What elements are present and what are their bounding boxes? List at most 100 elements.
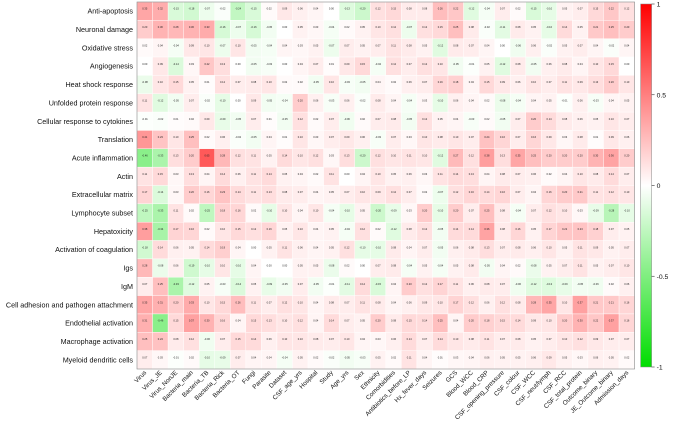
heatmap-cell [510, 130, 526, 149]
cell-value-label: 0.15 [236, 227, 242, 231]
cell-value-label: 0.12 [375, 154, 381, 158]
cell-value-label: -0.11 [344, 282, 350, 286]
cell-value-label: 0.12 [344, 245, 350, 249]
heatmap-cell [603, 93, 620, 113]
heatmap-cell [338, 20, 355, 39]
heatmap-cell [292, 1, 309, 21]
heatmap-cell [447, 166, 464, 186]
cell-value-label: 0.07 [142, 355, 148, 359]
cell-value-label: -0.13 [344, 7, 350, 11]
cell-value-label: 0.10 [624, 190, 630, 194]
heatmap-cell [245, 93, 262, 113]
cell-value-label: 0.04 [422, 355, 428, 359]
cell-value-label: 0.05 [422, 264, 428, 268]
cell-value-label: -0.18 [142, 245, 148, 249]
cell-value-label: 0.09 [609, 135, 615, 139]
heatmap-cell [167, 20, 184, 39]
cell-value-label: 0.25 [438, 319, 444, 323]
heatmap-cell [447, 38, 464, 58]
cell-value-label: 0.10 [453, 135, 459, 139]
cell-value-label: 0.04 [407, 245, 413, 249]
cell-value-label: -0.01 [142, 117, 148, 121]
heatmap-cell [525, 240, 542, 260]
cell-value-label: 0.03 [173, 172, 179, 176]
cell-value-label: 0.21 [593, 300, 599, 304]
heatmap-cell [510, 93, 526, 113]
heatmap-cell [354, 1, 371, 21]
cell-value-label: 0.10 [282, 337, 288, 341]
cell-value-label: 0.16 [220, 319, 226, 323]
cell-value-label: 0.10 [360, 190, 366, 194]
heatmap-cell [463, 38, 480, 58]
heatmap-cell [136, 56, 153, 76]
cell-value-label: 0.01 [593, 135, 599, 139]
heatmap-cell [152, 240, 169, 260]
heatmap-cell [478, 111, 495, 131]
cell-value-label: 0.09 [500, 80, 506, 84]
cell-value-label: 0.01 [438, 355, 444, 359]
heatmap-cell [198, 258, 215, 278]
cell-value-label: 0.07 [500, 282, 506, 286]
heatmap-cell [510, 1, 526, 21]
heatmap-cell [556, 350, 573, 370]
heatmap-cell [323, 75, 340, 94]
heatmap-cell [214, 203, 231, 223]
heatmap-cell [385, 38, 402, 58]
cell-value-label: 0.08 [391, 245, 397, 249]
heatmap-cell [478, 166, 495, 186]
heatmap-cell [572, 295, 589, 315]
heatmap-cell [230, 203, 247, 223]
heatmap-cell [463, 56, 480, 76]
heatmap-cell [603, 295, 620, 315]
heatmap-cell [463, 221, 480, 241]
cell-value-label: 0.12 [282, 300, 288, 304]
heatmap-cell [230, 221, 247, 241]
cell-value-label: 0.22 [204, 62, 210, 66]
heatmap-cell [230, 240, 247, 260]
cell-value-label: 0.08 [500, 227, 506, 231]
heatmap-cell [401, 332, 418, 351]
heatmap-cell [556, 295, 573, 315]
cell-value-label: 0.23 [578, 227, 584, 231]
cell-value-label: 0.02 [515, 7, 521, 11]
cell-value-label: 0.01 [267, 117, 273, 121]
heatmap-cell [416, 1, 433, 21]
heatmap-cell [261, 166, 278, 186]
cell-value-label: -0.06 [515, 43, 521, 47]
column-labels: VirusVirus_JEVirus_NonJEBacteria_mainBac… [133, 369, 630, 422]
cell-value-label: 0.11 [142, 172, 147, 176]
heatmap-cell [245, 130, 262, 149]
cell-value-label: 0.07 [220, 337, 226, 341]
cell-value-label: 0.02 [313, 117, 319, 121]
cell-value-label: -0.05 [282, 282, 288, 286]
heatmap-cell [463, 277, 480, 296]
heatmap-cell [261, 203, 278, 223]
cell-value-label: -0.07 [437, 190, 443, 194]
heatmap-cell [214, 332, 231, 351]
heatmap-cell [136, 38, 153, 58]
heatmap-cell [214, 240, 231, 260]
cell-value-label: 0.06 [298, 7, 304, 11]
heatmap-cell [292, 75, 309, 94]
cell-value-label: 0.08 [282, 190, 288, 194]
cell-value-label: 0.12 [578, 337, 584, 341]
heatmap-cell [276, 221, 293, 241]
heatmap-cell [136, 277, 153, 296]
heatmap-cell [432, 1, 449, 21]
heatmap-cell [276, 148, 293, 168]
heatmap-cell [261, 1, 278, 21]
heatmap-cell [525, 166, 542, 186]
cell-value-label: 0.00 [360, 264, 366, 268]
heatmap-cell [432, 313, 449, 333]
cell-value-label: -0.03 [328, 98, 334, 102]
row-label: Oxidative stress [82, 43, 134, 52]
heatmap-cell [292, 20, 309, 39]
heatmap-cell [401, 75, 418, 94]
heatmap-cell [338, 203, 355, 223]
cell-value-label: 0.24 [158, 337, 164, 341]
heatmap-cell [603, 277, 620, 296]
cell-value-label: 0.08 [251, 80, 257, 84]
cell-value-label: -0.03 [468, 117, 474, 121]
cell-value-label: 0.06 [407, 300, 413, 304]
cell-value-label: -0.33 [173, 282, 179, 286]
